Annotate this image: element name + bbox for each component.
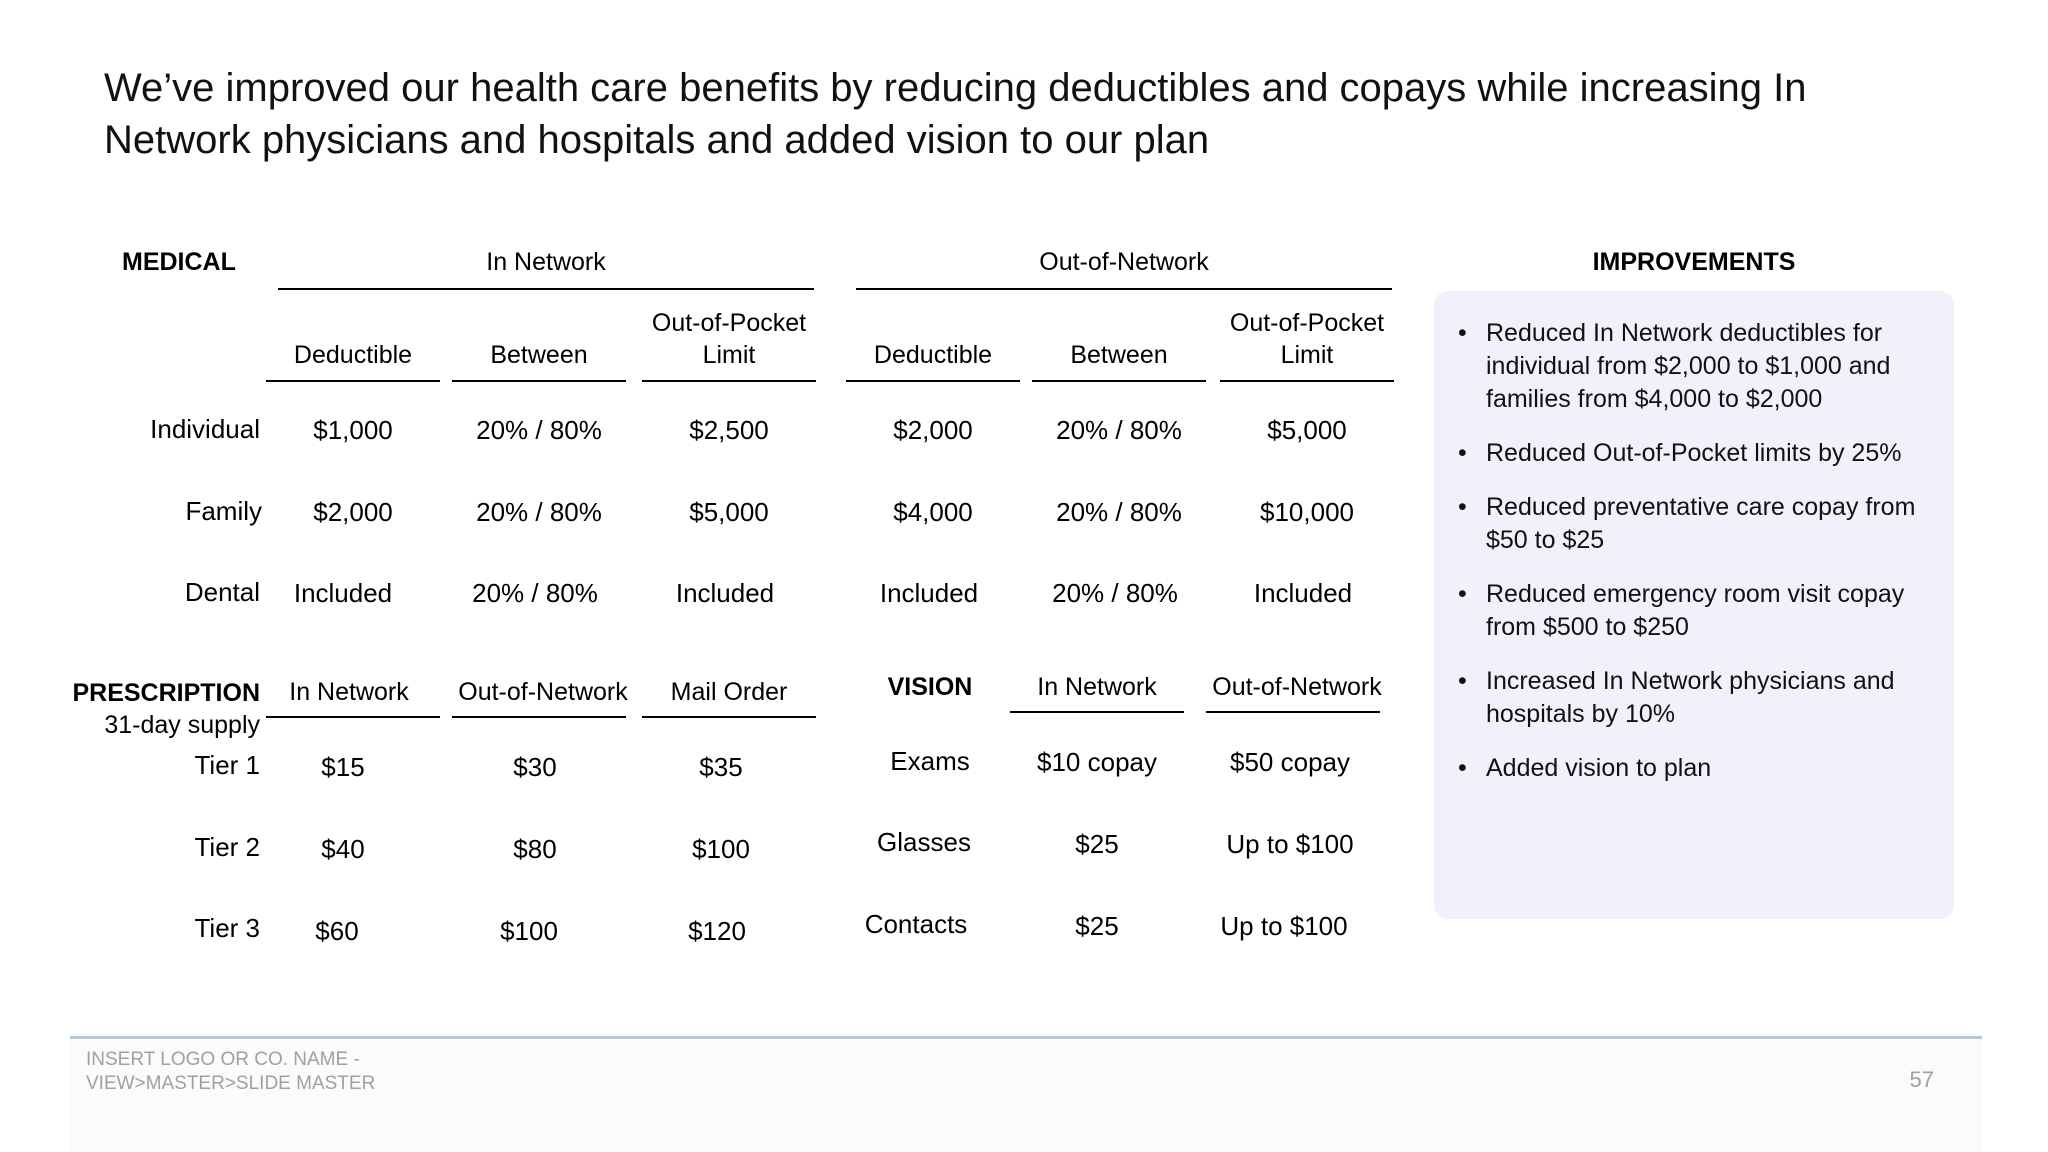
column-rule — [266, 716, 440, 718]
column-rule — [642, 380, 816, 382]
table-cell: $2,500 — [689, 415, 769, 445]
table-cell: $30 — [513, 752, 557, 782]
row-label: Tier 2 — [194, 832, 261, 862]
row-label: Glasses — [877, 827, 971, 857]
footer-logo-line: VIEW>MASTER>SLIDE MASTER — [86, 1073, 376, 1094]
table-cell: Included — [879, 578, 979, 608]
column-rule — [846, 380, 1020, 382]
column-rule — [1206, 711, 1380, 713]
column-header: In Network — [289, 678, 409, 706]
table-cell: $5,000 — [689, 497, 769, 527]
footer-divider — [70, 1036, 1982, 1039]
row-label: Dental — [184, 577, 260, 607]
row-label: Tier 1 — [194, 750, 261, 780]
table-cell: 20% / 80% — [476, 415, 602, 445]
column-header: Out-of-Pocket Limit — [1229, 309, 1385, 369]
column-rule — [1032, 380, 1206, 382]
table-cell: $4,000 — [893, 497, 973, 527]
in-network-group-header: In Network — [486, 248, 606, 276]
row-label: Individual — [150, 414, 260, 444]
list-item: Reduced Out-of-Pocket limits by 25% — [1458, 437, 1930, 470]
row-label: Tier 3 — [194, 913, 261, 943]
table-cell: Up to $100 — [1226, 829, 1354, 859]
prescription-sub-label: 31-day supply — [104, 711, 260, 739]
list-item: Increased In Network physicians and hosp… — [1458, 665, 1930, 731]
column-rule — [452, 380, 626, 382]
table-cell: $5,000 — [1267, 415, 1347, 445]
footer-logo-placeholder: INSERT LOGO OR CO. NAME - VIEW>MASTER>SL… — [86, 1048, 375, 1096]
out-of-network-group-rule — [856, 288, 1392, 290]
table-cell: $80 — [513, 834, 557, 864]
column-header: Between — [490, 341, 588, 369]
improvements-heading: IMPROVEMENTS — [1592, 248, 1796, 276]
footer — [70, 1034, 1982, 1152]
column-rule — [266, 380, 440, 382]
list-item: Reduced emergency room visit copay from … — [1458, 578, 1930, 644]
column-rule — [642, 716, 816, 718]
table-cell: $50 copay — [1230, 747, 1350, 777]
column-header: Deductible — [293, 341, 413, 369]
row-label: Family — [185, 496, 262, 526]
table-cell: 20% / 80% — [476, 497, 602, 527]
column-header: Deductible — [873, 341, 993, 369]
table-cell: $10 copay — [1037, 747, 1157, 777]
table-cell: Up to $100 — [1220, 911, 1348, 941]
in-network-group-rule — [278, 288, 814, 290]
table-cell: $100 — [692, 834, 750, 864]
column-header: Between — [1070, 341, 1168, 369]
column-header: Mail Order — [670, 678, 788, 706]
table-cell: Included — [293, 578, 393, 608]
slide-title: We’ve improved our health care benefits … — [104, 66, 1807, 162]
table-cell: 20% / 80% — [1052, 578, 1178, 608]
column-header: In Network — [1037, 673, 1157, 701]
column-rule — [452, 716, 626, 718]
column-header: Out-of-Pocket Limit — [651, 309, 807, 369]
table-cell: $10,000 — [1260, 497, 1354, 527]
column-rule — [1010, 711, 1184, 713]
vision-section-label: VISION — [887, 673, 973, 701]
list-item: Reduced In Network deductibles for indiv… — [1458, 317, 1930, 416]
table-cell: Included — [1253, 578, 1353, 608]
out-of-network-group-header: Out-of-Network — [1039, 248, 1209, 276]
table-cell: $2,000 — [893, 415, 973, 445]
table-cell: 20% / 80% — [1056, 415, 1182, 445]
list-item: Added vision to plan — [1458, 752, 1930, 785]
prescription-section-label: PRESCRIPTION — [72, 679, 260, 707]
table-cell: $60 — [315, 916, 359, 946]
table-cell: 20% / 80% — [472, 578, 598, 608]
page-number: 57 — [1909, 1067, 1934, 1092]
table-cell: 20% / 80% — [1056, 497, 1182, 527]
table-cell: $2,000 — [313, 497, 393, 527]
row-label: Contacts — [864, 909, 968, 939]
footer-logo-line: INSERT LOGO OR CO. NAME - — [86, 1049, 360, 1070]
table-cell: $35 — [699, 752, 743, 782]
table-cell: $1,000 — [313, 415, 393, 445]
table-cell: $25 — [1075, 911, 1119, 941]
medical-section-label: MEDICAL — [122, 248, 236, 276]
improvements-list: Reduced In Network deductibles for indiv… — [1434, 291, 1954, 785]
table-cell: $40 — [321, 834, 365, 864]
table-cell: Included — [675, 578, 775, 608]
table-cell: $15 — [321, 752, 365, 782]
column-rule — [1220, 380, 1394, 382]
row-label: Exams — [890, 746, 970, 776]
list-item: Reduced preventative care copay from $50… — [1458, 491, 1930, 557]
improvements-panel: Reduced In Network deductibles for indiv… — [1434, 291, 1954, 919]
column-header: Out-of-Network — [1212, 673, 1382, 701]
table-cell: $25 — [1075, 829, 1119, 859]
table-cell: $120 — [688, 916, 746, 946]
column-header: Out-of-Network — [458, 678, 628, 706]
table-cell: $100 — [500, 916, 558, 946]
